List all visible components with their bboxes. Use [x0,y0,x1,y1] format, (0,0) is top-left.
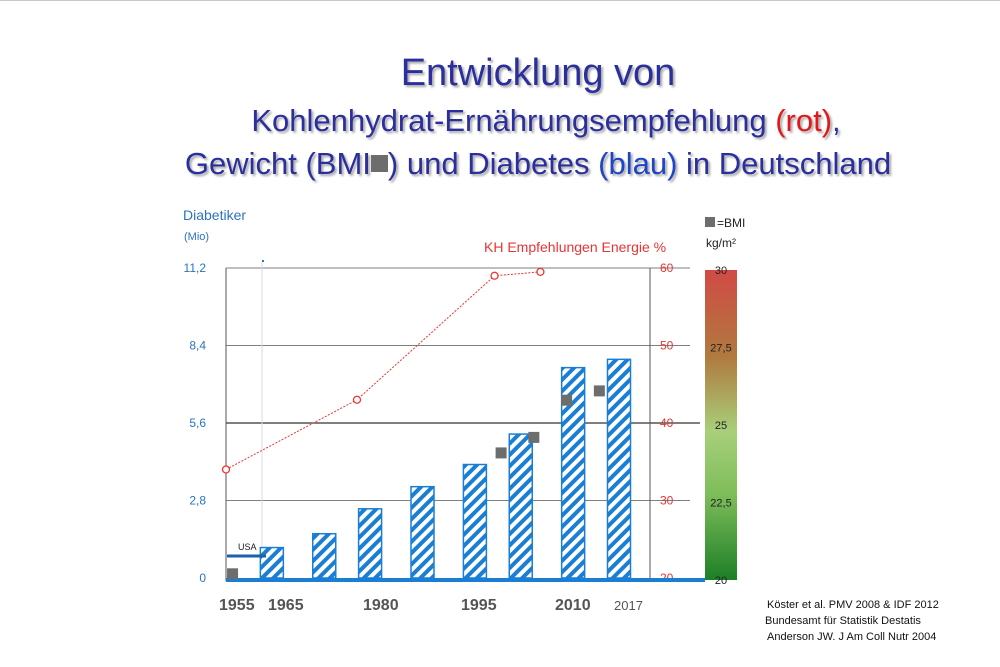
diabetes-bar-2 [357,508,383,579]
title-line-2-text: Kohlenhydrat-Ernährungsempfehlung [251,103,776,138]
bmi-square-icon [370,155,388,172]
title-line-1: Entwicklung von [400,52,676,94]
title-red-note: (rot) [775,103,833,138]
title-line-3-text-a: Gewicht (BMI [184,146,371,181]
x-tick-2010: 2010 [555,597,591,614]
bmi-tick-3: 22,5 [710,498,731,510]
x-tick-1995: 1995 [461,597,497,614]
left-axis-unit: (Mio) [184,231,209,243]
kh-point-1 [352,395,362,404]
title-blue-note: (blau) [598,146,678,181]
bmi-legend-label: =BMI [717,216,745,230]
left-tick-0: 0 [199,571,206,585]
x-tick-1955: 1955 [219,597,255,614]
diabetes-bar-5 [508,433,533,579]
bmi-marker-0 [227,568,239,580]
title-line-2: Kohlenhydrat-Ernährungsempfehlung (rot), [46,103,1000,139]
title-comma: , [832,103,841,138]
title-line-3-text-c: in Deutschland [677,146,892,181]
title-line-3-text-b: ) und Diabetes [387,146,599,181]
left-tick-1: 2,8 [189,494,206,508]
title-line-3: Gewicht (BMI ) und Diabetes (blau) in Deu… [38,146,1000,182]
kh-point-2 [490,271,499,280]
left-tick-4: 11,2 [184,261,207,275]
bmi-legend-square [705,217,715,227]
bmi-color-scale [705,270,737,580]
top-rule [0,0,1000,1]
bmi-marker-3 [561,394,573,406]
citation-1: Köster et al. PMV 2008 & IDF 2012 [767,599,939,611]
bmi-tick-0: 30 [715,265,727,277]
left-tick-2: 5,6 [189,416,206,430]
kh-recommendation-line [225,271,541,470]
bmi-tick-4: 20 [715,575,727,587]
bmi-marker-1 [495,447,507,459]
left-tick-3: 8,4 [189,339,206,353]
bmi-tick-2: 25 [715,420,727,432]
citation-2: Bundesamt für Statistik Destatis [765,615,921,627]
left-axis-label: Diabetiker [183,207,246,223]
bmi-unit: kg/m² [706,236,736,250]
citation-3: Anderson JW. J Am Coll Nutr 2004 [767,631,937,643]
bmi-tick-1: 27,5 [710,343,731,355]
right-axis-label: KH Empfehlungen Energie % [484,239,666,255]
bmi-marker-2 [528,431,540,443]
diabetes-bar-3 [410,485,435,579]
usa-label: USA [238,542,257,552]
diabetes-bar-0 [259,546,285,579]
right-tick-4: 60 [660,261,674,275]
x-tick-1965: 1965 [268,597,304,614]
bmi-marker-4 [593,385,605,397]
x-tick-1980: 1980 [363,597,399,614]
kh-point-0 [221,465,231,474]
x-tick-2017: 2017 [614,598,643,613]
diabetes-bar-7 [606,358,632,579]
diabetes-bar-4 [462,463,488,579]
diabetes-bar-1 [312,532,337,579]
kh-point-3 [536,267,545,277]
right-tick-1: 30 [660,494,674,508]
right-tick-2: 40 [660,416,674,430]
right-tick-3: 50 [660,339,674,353]
